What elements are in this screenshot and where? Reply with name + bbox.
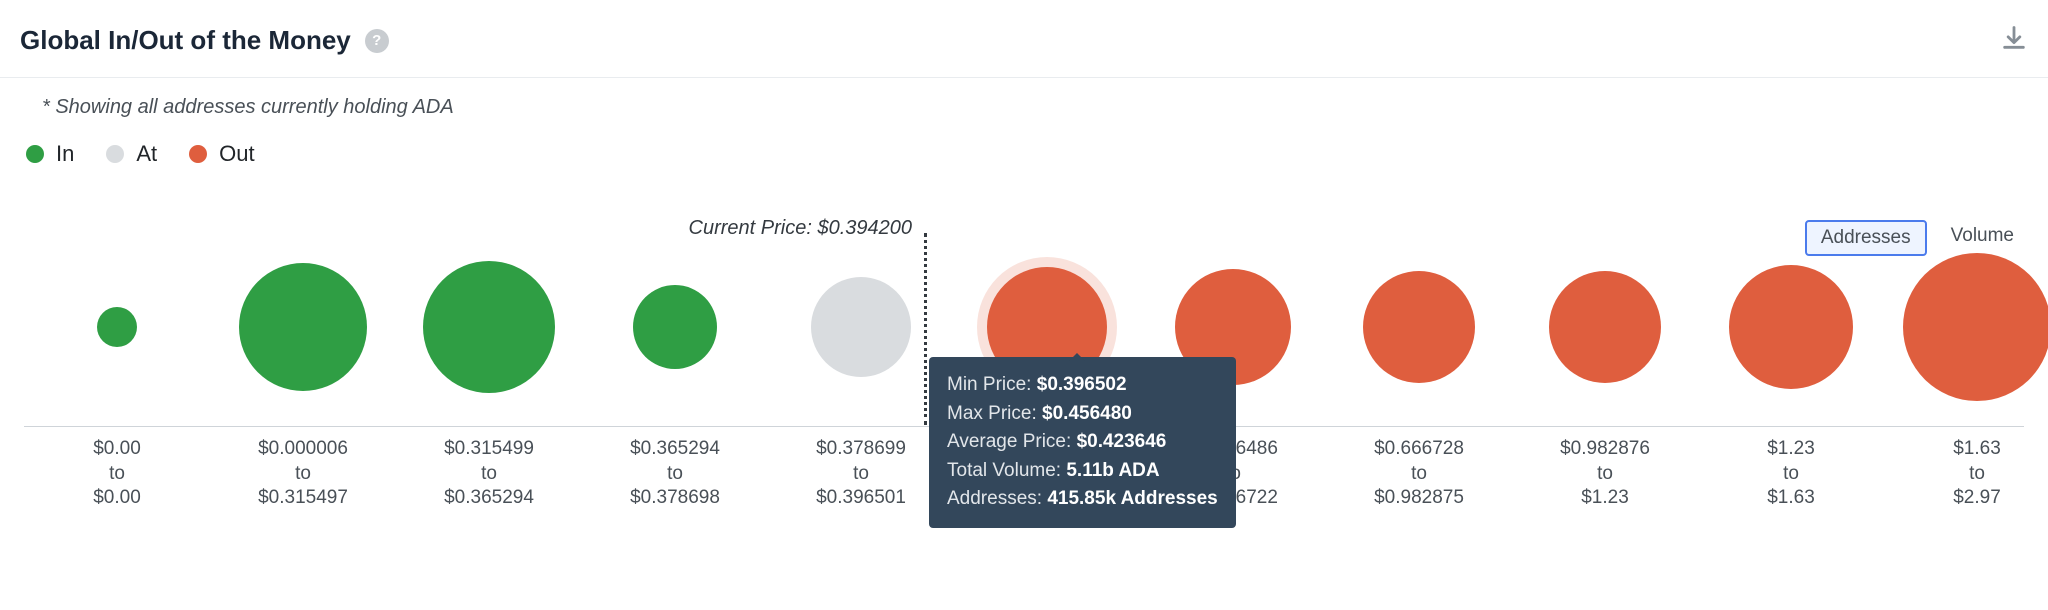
range-label: $1.23to$1.63 [1767,437,1815,511]
range-word: to [630,462,720,487]
tooltip-row: Addresses: 415.85k Addresses [947,485,1218,514]
bubble-fill [97,307,137,347]
panel-title: Global In/Out of the Money [20,25,351,56]
tooltip-value: $0.396502 [1037,374,1127,395]
range-from: $0.315499 [444,437,534,462]
download-icon[interactable] [2000,24,2028,57]
bubble-fill [1729,265,1853,389]
bubble[interactable] [1363,271,1475,383]
help-icon[interactable]: ? [365,29,389,53]
legend-dot-icon [26,145,44,163]
legend: In At Out [0,119,2048,167]
tooltip-row: Total Volume: 5.11b ADA [947,457,1218,486]
legend-item-at[interactable]: At [106,141,157,167]
range-from: $0.666728 [1374,437,1464,462]
range-word: to [1767,462,1815,487]
bubble[interactable] [239,263,367,391]
range-from: $0.365294 [630,437,720,462]
range-to: $0.378698 [630,486,720,511]
bubble-fill [239,263,367,391]
bubble-fill [1363,271,1475,383]
bubble-tooltip: Min Price: $0.396502Max Price: $0.456480… [929,357,1236,528]
range-from: $0.378699 [816,437,906,462]
bubble-fill [1903,253,2048,401]
legend-label: In [56,141,74,167]
bubble[interactable] [97,307,137,347]
bubble-fill [633,285,717,369]
range-to: $0.00 [93,486,141,511]
giom-panel: Global In/Out of the Money ? * Showing a… [0,0,2048,610]
tooltip-row: Average Price: $0.423646 [947,428,1218,457]
range-word: to [93,462,141,487]
range-label: $0.365294to$0.378698 [630,437,720,511]
range-word: to [444,462,534,487]
tooltip-row: Min Price: $0.396502 [947,371,1218,400]
range-label: $1.63to$2.97 [1953,437,2001,511]
range-word: to [1374,462,1464,487]
range-from: $0.982876 [1560,437,1650,462]
range-to: $1.63 [1767,486,1815,511]
legend-label: Out [219,141,254,167]
bubble[interactable] [1549,271,1661,383]
range-word: to [816,462,906,487]
title-wrap: Global In/Out of the Money ? [20,25,389,56]
tooltip-label: Addresses: [947,488,1047,509]
range-label: $0.666728to$0.982875 [1374,437,1464,511]
tooltip-value: 5.11b ADA [1066,460,1159,481]
bubble[interactable] [811,277,911,377]
range-from: $0.00 [93,437,141,462]
range-word: to [1953,462,2001,487]
tooltip-value: $0.423646 [1077,431,1167,452]
tooltip-label: Total Volume: [947,460,1066,481]
bubble[interactable] [1729,265,1853,389]
legend-dot-icon [189,145,207,163]
range-to: $2.97 [1953,486,2001,511]
range-label: $0.000006to$0.315497 [258,437,348,511]
tooltip-label: Max Price: [947,403,1042,424]
range-to: $0.982875 [1374,486,1464,511]
range-label: $0.982876to$1.23 [1560,437,1650,511]
range-from: $0.000006 [258,437,348,462]
range-to: $1.23 [1560,486,1650,511]
range-to: $0.365294 [444,486,534,511]
tooltip-label: Average Price: [947,431,1077,452]
range-label: $0.00to$0.00 [93,437,141,511]
bubble-fill [1549,271,1661,383]
range-to: $0.396501 [816,486,906,511]
range-word: to [1560,462,1650,487]
range-from: $1.63 [1953,437,2001,462]
legend-label: At [136,141,157,167]
bubble[interactable] [633,285,717,369]
chart-area: Current Price: $0.394200 $0.00to$0.00$0.… [24,227,2024,527]
legend-item-out[interactable]: Out [189,141,254,167]
tooltip-label: Min Price: [947,374,1037,395]
bubble[interactable] [1903,253,2048,401]
tooltip-row: Max Price: $0.456480 [947,400,1218,429]
bubble-fill [423,261,555,393]
tooltip-value: 415.85k Addresses [1047,488,1217,509]
range-label: $0.378699to$0.396501 [816,437,906,511]
legend-dot-icon [106,145,124,163]
panel-header: Global In/Out of the Money ? [0,0,2048,78]
tooltip-value: $0.456480 [1042,403,1132,424]
panel-subtitle: * Showing all addresses currently holdin… [0,78,2048,119]
legend-item-in[interactable]: In [26,141,74,167]
range-to: $0.315497 [258,486,348,511]
bubble[interactable] [423,261,555,393]
bubble-fill [811,277,911,377]
range-label: $0.315499to$0.365294 [444,437,534,511]
range-word: to [258,462,348,487]
range-from: $1.23 [1767,437,1815,462]
